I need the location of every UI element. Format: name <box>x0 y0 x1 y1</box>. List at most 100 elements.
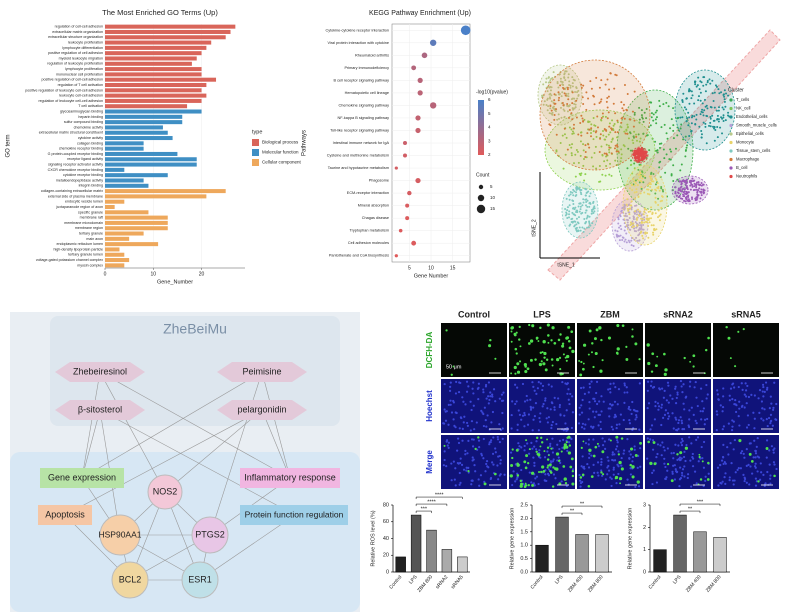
nucleus <box>470 420 474 423</box>
cell-point <box>608 151 611 154</box>
nucleus <box>753 465 757 468</box>
cell-point <box>608 122 611 125</box>
ros-signal <box>551 364 554 367</box>
cell-point <box>560 95 563 98</box>
nucleus <box>532 482 536 485</box>
nucleus <box>549 408 552 411</box>
cell-point <box>699 197 702 200</box>
x-tick-label: sRNA2 <box>435 574 450 590</box>
nucleus <box>646 437 649 440</box>
cell-point <box>633 225 636 228</box>
nucleus <box>628 422 632 425</box>
ros-signal <box>590 351 593 354</box>
nucleus <box>622 418 625 422</box>
nucleus <box>770 419 773 422</box>
nucleus <box>674 402 678 405</box>
nucleus <box>724 482 727 485</box>
nucleus <box>577 422 581 425</box>
cell-point <box>658 214 661 217</box>
cell-point <box>652 224 655 227</box>
nucleus <box>462 400 465 403</box>
cell-point <box>663 157 666 160</box>
cell-point <box>637 208 640 211</box>
gene-node <box>181 561 219 599</box>
nucleus <box>569 392 572 396</box>
cell-point <box>550 109 553 112</box>
cell-point <box>638 210 641 213</box>
cell-point <box>590 127 593 130</box>
cell-point <box>679 197 682 200</box>
nucleus <box>597 444 600 448</box>
bar <box>105 114 183 119</box>
cell-point <box>598 180 601 183</box>
nucleus <box>759 462 762 465</box>
nucleus <box>607 438 611 441</box>
cell-point <box>610 152 613 155</box>
cell-point <box>623 117 626 120</box>
ros-signal <box>568 444 572 447</box>
ros-signal <box>587 484 591 488</box>
nucleus <box>693 470 697 473</box>
cell-point <box>605 164 608 167</box>
x-tick-label: 5 <box>408 265 411 271</box>
cell-point <box>649 101 652 104</box>
bar <box>105 61 192 66</box>
cell-point <box>606 159 609 162</box>
nucleus <box>684 396 687 399</box>
nucleus <box>544 473 547 476</box>
nucleus <box>592 438 595 441</box>
nucleus <box>583 467 586 470</box>
cell-point <box>625 215 628 218</box>
cell-point <box>567 73 570 76</box>
nucleus <box>457 462 460 465</box>
nucleus <box>632 408 636 412</box>
nucleus <box>666 412 670 415</box>
cell-point <box>571 143 574 146</box>
nucleus <box>736 468 739 472</box>
cell-point <box>568 216 571 219</box>
ros-signal <box>707 461 710 465</box>
ros-signal <box>607 336 612 340</box>
nucleus <box>680 444 684 447</box>
cell-point <box>575 223 578 226</box>
nucleus <box>688 418 691 421</box>
nucleus <box>566 382 569 385</box>
nucleus <box>494 451 497 454</box>
bar <box>105 151 178 156</box>
cell-point <box>577 229 580 232</box>
bar <box>105 220 168 225</box>
nucleus <box>620 464 623 467</box>
sig-bracket <box>679 510 701 514</box>
bar <box>105 231 144 236</box>
y-tick-label: Cytokine-cytokine receptor interaction <box>325 28 389 32</box>
nucleus <box>600 395 603 398</box>
nucleus <box>580 411 584 414</box>
process-node <box>240 468 340 488</box>
ros-signal <box>539 351 543 355</box>
cell-point <box>639 176 642 179</box>
y-tick-label: Chemokine signaling pathway <box>339 103 390 107</box>
nucleus <box>480 454 484 457</box>
nucleus <box>596 461 600 464</box>
ros-signal <box>579 373 583 377</box>
nucleus <box>703 418 707 421</box>
nucleus <box>472 392 475 395</box>
nucleus <box>737 385 740 389</box>
ros-signal <box>663 372 667 376</box>
nucleus <box>567 398 570 401</box>
cell-point <box>603 152 606 155</box>
nucleus <box>635 414 638 417</box>
nucleus <box>760 400 764 403</box>
cell-point <box>648 149 651 152</box>
nucleus <box>516 423 519 426</box>
cell-point <box>627 239 630 242</box>
cell-point <box>609 72 612 75</box>
nucleus <box>570 426 574 430</box>
y-tick-label: 0 <box>386 569 389 575</box>
nucleus <box>612 466 615 469</box>
nucleus <box>682 402 685 405</box>
nucleus <box>568 441 571 444</box>
cell-point <box>641 218 644 221</box>
nucleus <box>717 398 720 401</box>
nucleus <box>743 406 746 409</box>
